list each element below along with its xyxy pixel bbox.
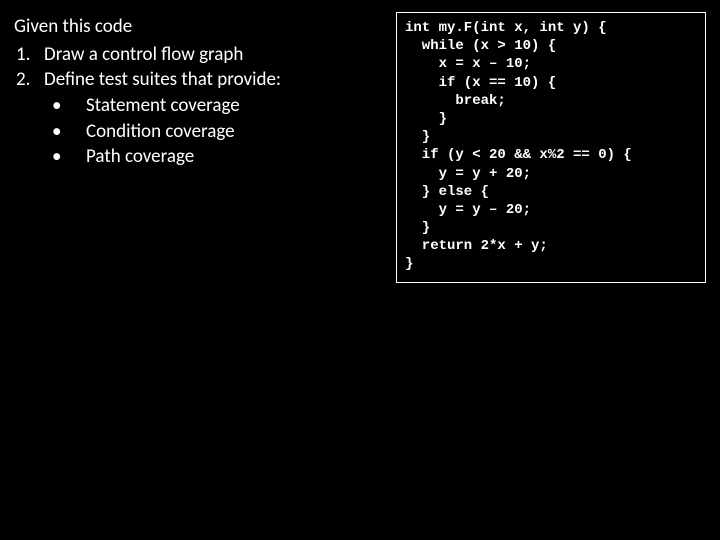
code-line: y = y – 20; (405, 202, 531, 218)
code-box: int my.F(int x, int y) { while (x > 10) … (396, 12, 706, 283)
bullet-item: • Path coverage (14, 144, 386, 170)
item-text: Draw a control flow graph (44, 42, 243, 68)
bullet-mark: • (52, 144, 86, 170)
bullet-mark: • (52, 93, 86, 119)
numbered-item: 2. Define test suites that provide: (14, 67, 386, 93)
code-line: return 2*x + y; (405, 238, 548, 254)
slide-content: Given this code 1. Draw a control flow g… (0, 0, 720, 295)
item-number: 1. (16, 42, 44, 68)
code-line: } (405, 129, 430, 145)
code-line: while (x > 10) { (405, 38, 556, 54)
item-number: 2. (16, 67, 44, 93)
bullet-item: • Statement coverage (14, 93, 386, 119)
code-line: if (x == 10) { (405, 75, 556, 91)
bullet-item: • Condition coverage (14, 119, 386, 145)
code-line: int my.F(int x, int y) { (405, 20, 607, 36)
code-line: break; (405, 93, 506, 109)
code-column: int my.F(int x, int y) { while (x > 10) … (396, 12, 706, 283)
intro-text: Given this code (14, 14, 386, 40)
numbered-item: 1. Draw a control flow graph (14, 42, 386, 68)
code-line: if (y < 20 && x%2 == 0) { (405, 147, 632, 163)
bullet-text: Condition coverage (86, 119, 235, 145)
code-line: } (405, 220, 430, 236)
code-line: } (405, 256, 413, 272)
bullet-text: Statement coverage (86, 93, 240, 119)
code-line: y = y + 20; (405, 166, 531, 182)
code-line: x = x – 10; (405, 56, 531, 72)
prompt-column: Given this code 1. Draw a control flow g… (14, 12, 386, 283)
code-line: } (405, 111, 447, 127)
item-text: Define test suites that provide: (44, 67, 281, 93)
bullet-text: Path coverage (86, 144, 194, 170)
code-line: } else { (405, 184, 489, 200)
bullet-mark: • (52, 119, 86, 145)
